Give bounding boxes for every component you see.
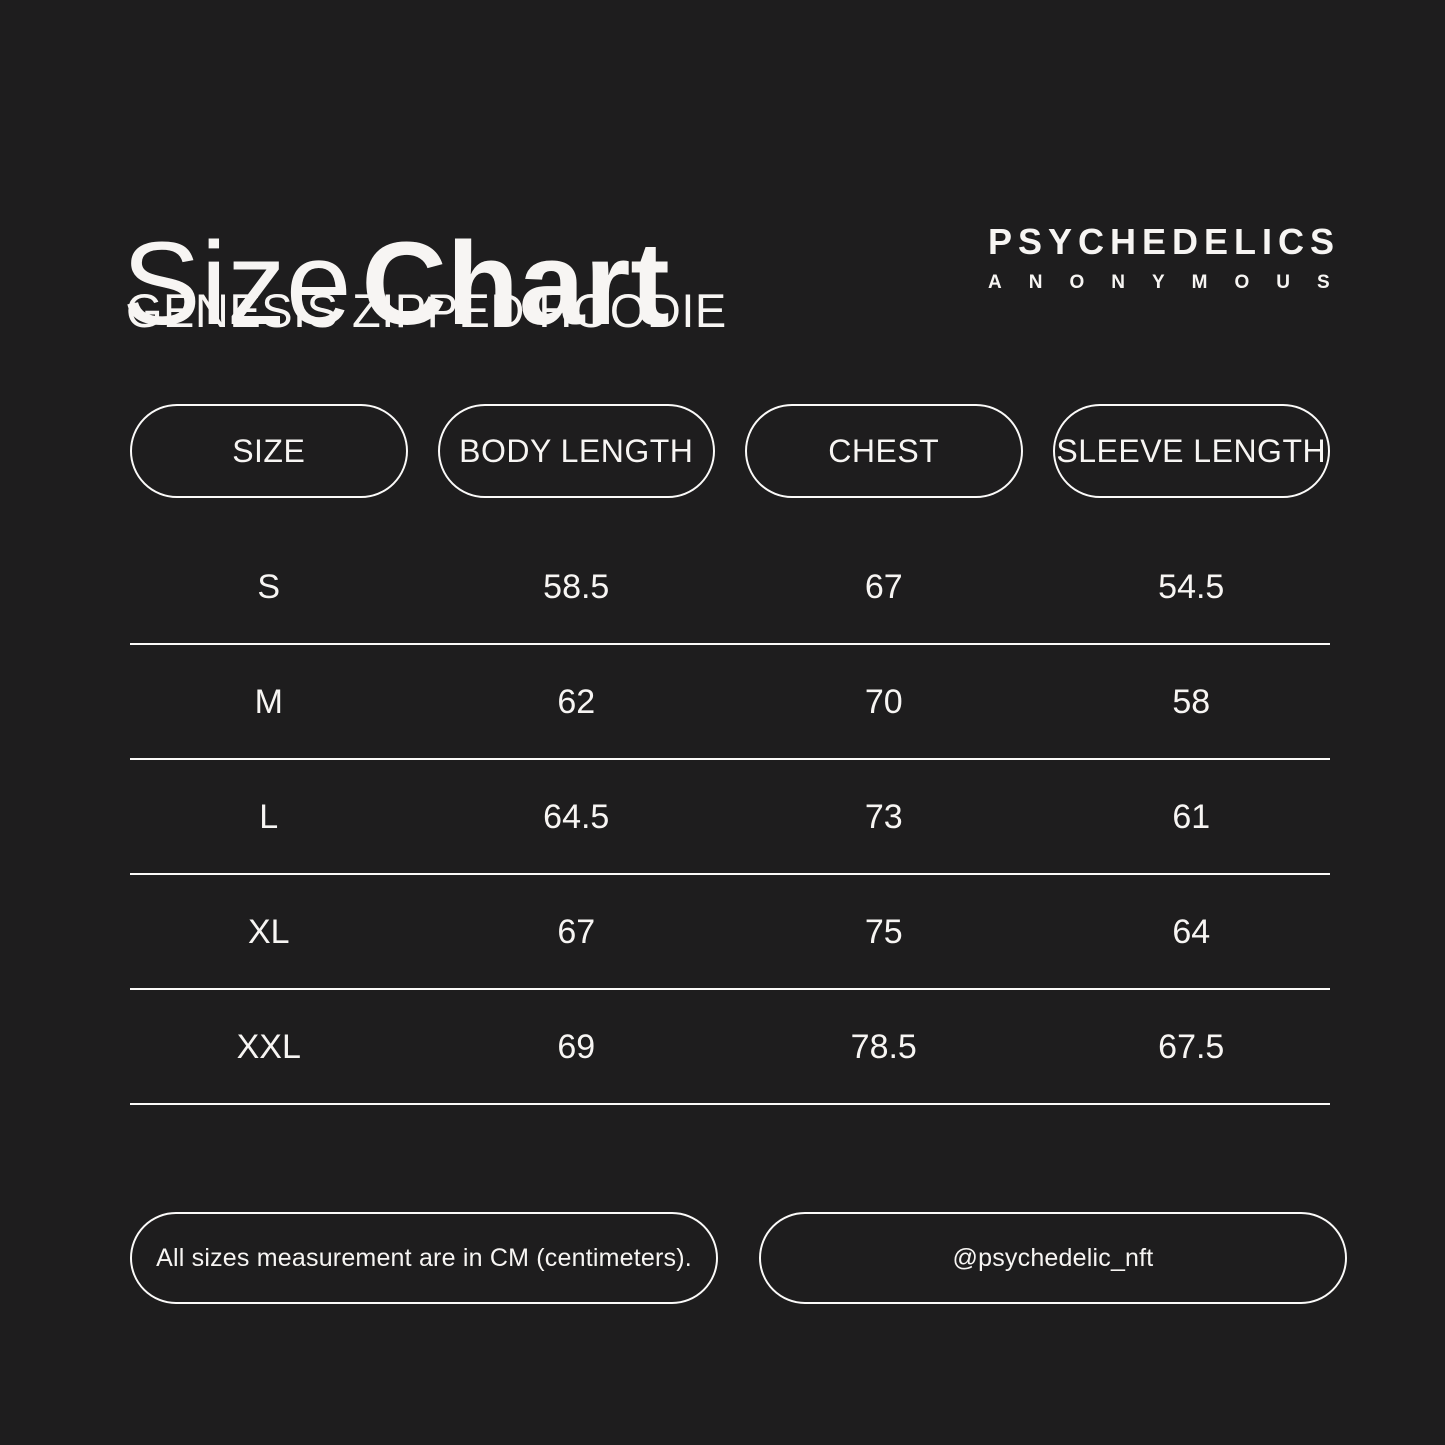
- row-xl-body-length: 67: [557, 912, 596, 951]
- row-l-chest: 73: [864, 797, 903, 836]
- row-xl-chest: 75: [864, 912, 903, 951]
- brand-logo: PSYCHEDELICS ANONYMOUS: [988, 224, 1334, 293]
- row-s-chest: 67: [864, 567, 903, 606]
- row-m-chest: 70: [864, 682, 903, 721]
- row-xl-sleeve-length: 64: [1172, 912, 1211, 951]
- row-m-size: M: [254, 682, 283, 721]
- row-m-body-length: 62: [557, 682, 596, 721]
- social-handle-pill: @psychedelic_nft: [759, 1212, 1347, 1304]
- table-row-xxl: XXL 69 78.5 67.5: [130, 990, 1330, 1105]
- row-m-sleeve-length: 58: [1172, 682, 1211, 721]
- column-header-chest: CHEST: [745, 404, 1023, 498]
- row-s-sleeve-length: 54.5: [1158, 567, 1225, 606]
- row-s-size: S: [257, 567, 281, 606]
- title-word-size: Size: [122, 218, 352, 351]
- brand-subname: ANONYMOUS: [988, 272, 1357, 293]
- table-row-m: M 62 70 58: [130, 645, 1330, 760]
- row-l-body-length: 64.5: [543, 797, 610, 836]
- page-title: SizeChart: [122, 225, 670, 343]
- title-word-chart: Chart: [361, 218, 670, 351]
- product-name: GENESIS ZIPPED HOODIE: [126, 284, 727, 337]
- column-header-sleeve-length: SLEEVE LENGTH: [1052, 404, 1330, 498]
- column-header-body-length: BODY LENGTH: [437, 404, 715, 498]
- row-l-sleeve-length: 61: [1172, 797, 1211, 836]
- table-row-xl: XL 67 75 64: [130, 875, 1330, 990]
- units-note-pill: All sizes measurement are in CM (centime…: [130, 1212, 718, 1304]
- brand-name: PSYCHEDELICS: [988, 221, 1341, 262]
- row-xxl-sleeve-length: 67.5: [1158, 1027, 1225, 1066]
- row-xl-size: XL: [247, 912, 290, 951]
- table-body: S 58.5 67 54.5 M 62 70 58 L 64.5 73 61 X…: [130, 530, 1330, 1105]
- table-row-s: S 58.5 67 54.5: [130, 530, 1330, 645]
- row-l-size: L: [259, 797, 279, 836]
- row-s-body-length: 58.5: [543, 567, 610, 606]
- row-xxl-body-length: 69: [557, 1027, 596, 1066]
- row-xxl-size: XXL: [236, 1027, 301, 1066]
- table-header-row: SIZE BODY LENGTH CHEST SLEEVE LENGTH: [130, 404, 1330, 498]
- table-row-l: L 64.5 73 61: [130, 760, 1330, 875]
- column-header-size: SIZE: [130, 404, 408, 498]
- footer: All sizes measurement are in CM (centime…: [130, 1212, 1347, 1304]
- row-xxl-chest: 78.5: [850, 1027, 917, 1066]
